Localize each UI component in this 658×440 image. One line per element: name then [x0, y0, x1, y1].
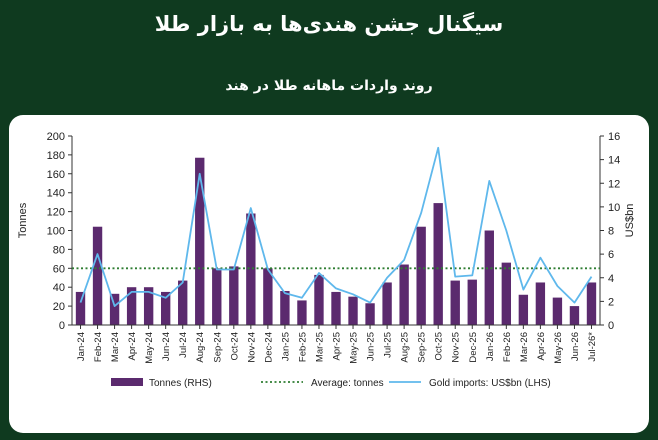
bar	[280, 290, 290, 325]
right-axis: 0 2 4 6 8 10 12 14 16	[599, 131, 620, 332]
bar	[126, 287, 137, 325]
x-tick-label: Feb-26	[502, 332, 513, 362]
x-tick-label: Apr-26	[536, 332, 547, 361]
x-tick-label: Jul-26*	[587, 332, 598, 362]
x-tick-label: Jul-25	[383, 332, 394, 358]
x-tick-label: Mar-25	[314, 332, 325, 362]
y-left-tick-label: 0	[59, 320, 65, 332]
y-left-tick-label: 160	[47, 169, 65, 181]
y-left-tick-label: 40	[53, 282, 65, 294]
bar	[416, 226, 426, 325]
y-left-tick-label: 60	[53, 263, 65, 275]
x-tick-label: Aug-24	[195, 332, 206, 363]
x-tick-label: Feb-25	[297, 332, 308, 362]
x-tick-label: Oct-25	[434, 332, 445, 361]
y-right-tick-label: 4	[608, 273, 614, 285]
bar	[382, 282, 392, 325]
bar	[433, 203, 443, 325]
bar	[518, 294, 529, 325]
y-left-tick-label: 200	[47, 131, 65, 143]
x-tick-label: Sep-24	[212, 332, 223, 363]
bar	[212, 268, 222, 325]
y-right-tick-label: 0	[608, 320, 614, 332]
y-right-tick-label: 10	[608, 202, 620, 214]
legend-swatch-tonnes	[111, 378, 143, 386]
y-left-tick-label: 20	[53, 301, 65, 313]
y-right-tick-label: 2	[608, 296, 614, 308]
x-tick-label: May-26	[553, 332, 564, 364]
gold-imports-line	[79, 146, 593, 308]
bar	[75, 291, 86, 325]
x-tick-label: Aug-25	[400, 332, 411, 363]
chart-card: 0 20 40 60 80 100 120 140 160 180 200 0 2 4 6 8 10 12 14 1…	[9, 115, 649, 433]
bar	[331, 291, 341, 325]
bar	[552, 297, 563, 325]
x-tick-label: Nov-24	[246, 332, 257, 363]
bar	[399, 264, 409, 325]
bar	[92, 226, 103, 325]
y-axis-left-title: Tonnes	[17, 202, 29, 238]
y-right-tick-label: 14	[608, 155, 620, 167]
chart: 0 20 40 60 80 100 120 140 160 180 200 0 2 4 6 8 10 12 14 1…	[17, 131, 636, 389]
bar	[297, 300, 307, 325]
x-tick-label: Sep-25	[417, 332, 428, 363]
y-right-tick-label: 6	[608, 249, 614, 261]
bar	[314, 274, 324, 325]
y-axis-right-title: US$bn	[624, 204, 636, 238]
bar	[365, 303, 375, 325]
x-tick-label: Jun-25	[366, 332, 377, 361]
x-tick-label: Dec-24	[263, 332, 274, 363]
bar	[178, 280, 188, 325]
legend: Tonnes (RHS) Average: tonnes Gold import…	[111, 378, 551, 389]
y-right-tick-label: 8	[608, 226, 614, 238]
bar	[109, 293, 120, 325]
x-tick-label: Nov-25	[451, 332, 462, 363]
y-left-tick-label: 180	[47, 150, 65, 162]
page-title: سیگنال جشن هندی‌ها به بازار طلا	[154, 12, 504, 36]
x-tick-label: Mar-26	[519, 332, 530, 362]
x-tick-label: Jan-26	[485, 332, 496, 361]
x-tick-label: Jan-25	[280, 332, 291, 361]
x-tick-label: Apr-24	[127, 332, 138, 361]
x-tick-label: Mar-24	[110, 332, 121, 362]
bar	[535, 282, 546, 325]
x-axis: Jan-24 Feb-24 Mar-24 Apr-24 May-24 Jun-24 Jul-…	[72, 324, 600, 364]
bar	[195, 157, 205, 325]
legend-label-average: Average: tonnes	[311, 378, 384, 389]
bar	[143, 287, 154, 325]
y-left-tick-label: 120	[47, 207, 65, 219]
bar	[348, 296, 358, 325]
y-left-tick-label: 140	[47, 188, 65, 200]
x-tick-label: May-25	[349, 332, 360, 364]
x-tick-label: Apr-25	[332, 332, 343, 361]
x-tick-label: Jun-24	[161, 332, 172, 361]
bar	[229, 266, 239, 325]
x-tick-label: Jun-26	[570, 332, 581, 361]
x-tick-label: Feb-24	[93, 332, 104, 362]
y-right-tick-label: 12	[608, 178, 620, 190]
legend-label-gold-imports: Gold imports: US$bn (LHS)	[429, 378, 551, 389]
x-tick-label: May-24	[144, 332, 155, 364]
line-series	[79, 146, 593, 308]
y-right-tick-label: 16	[608, 131, 620, 143]
left-axis: 0 20 40 60 80 100 120 140 160 180 200	[47, 131, 73, 332]
bar	[501, 262, 512, 325]
x-tick-label: Jul-24	[178, 332, 189, 358]
bar	[246, 213, 256, 325]
x-tick-label: Dec-25	[468, 332, 479, 363]
bar	[467, 279, 477, 325]
bar	[484, 230, 494, 325]
bar	[569, 306, 580, 325]
bar	[450, 280, 460, 325]
bar	[160, 291, 171, 325]
bar	[586, 282, 597, 325]
bar	[263, 268, 273, 325]
y-left-tick-label: 80	[53, 244, 65, 256]
page-subtitle: روند واردات ماهانه طلا در هند	[225, 78, 433, 94]
x-tick-label: Oct-24	[229, 332, 240, 361]
legend-label-tonnes: Tonnes (RHS)	[149, 378, 212, 389]
x-tick-label: Jan-24	[76, 332, 87, 361]
y-left-tick-label: 100	[47, 226, 65, 238]
bar-series	[75, 157, 597, 325]
